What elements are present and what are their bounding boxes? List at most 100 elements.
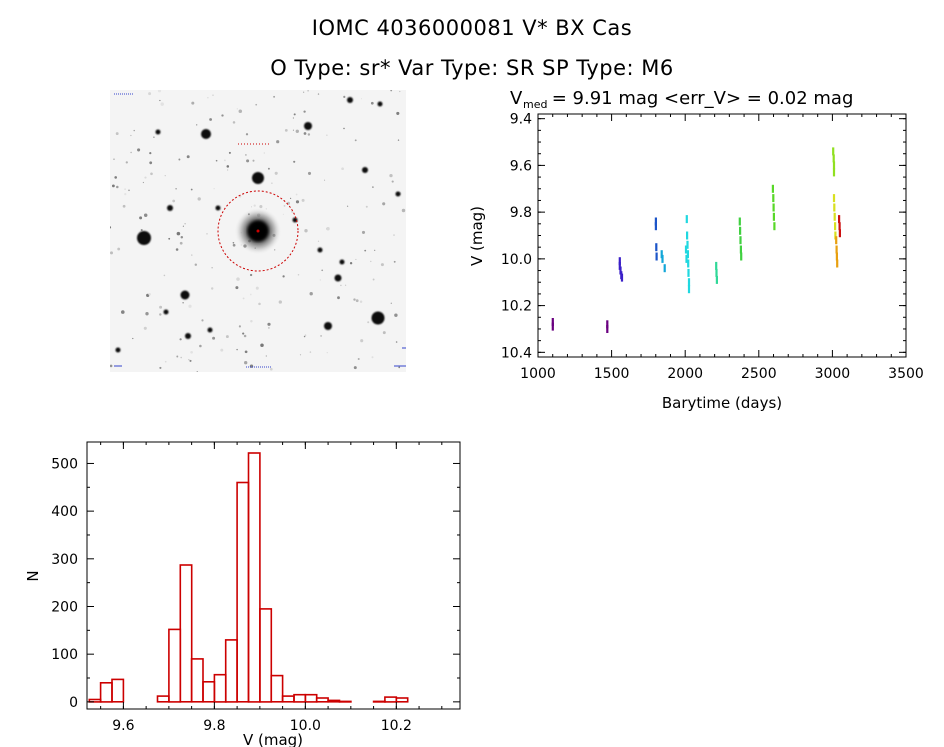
sky-faint-star — [186, 155, 190, 159]
sky-faint-star — [390, 90, 393, 92]
sky-faint-star — [359, 300, 363, 304]
sky-faint-star — [210, 287, 214, 290]
histogram-chart: 9.6 9.8 10.0 10.2 0 100 200 300 400 500 V (mag) N — [24, 441, 461, 747]
sky-faint-star — [324, 179, 326, 181]
sky-faint-star — [349, 262, 353, 265]
sky-faint-star — [226, 165, 230, 168]
sky-faint-star — [346, 205, 349, 207]
sky-faint-star — [211, 267, 213, 269]
hist-bar — [270, 674, 284, 703]
sky-faint-star — [244, 350, 248, 354]
hist-y-label: N — [24, 570, 42, 581]
sky-faint-star — [390, 302, 392, 304]
sky-faint-star — [394, 313, 398, 317]
lc-data-point — [739, 245, 742, 254]
sky-faint-star — [340, 284, 342, 287]
light-curve-chart: V med = 9.91 mag <err_V> = 0.02 mag 1000… — [470, 88, 924, 412]
sky-faint-star — [299, 354, 302, 356]
lc-data-point — [687, 259, 690, 268]
lc-data-point — [606, 320, 609, 329]
target-center-dot — [256, 229, 260, 233]
hist-bar — [293, 693, 307, 703]
sky-faint-star — [188, 304, 192, 308]
lc-y-tick-label: 9.6 — [510, 158, 532, 174]
lc-data-point — [832, 194, 836, 203]
sky-faint-star — [246, 159, 250, 163]
hist-plot-frame — [86, 441, 461, 710]
lc-data-point — [620, 273, 624, 282]
lc-y-tick-label: 10.4 — [501, 345, 532, 361]
hist-bar — [190, 658, 204, 703]
sky-faint-star — [355, 258, 357, 260]
lc-x-tick-label: 3500 — [888, 366, 924, 382]
sky-faint-star — [317, 240, 320, 242]
lc-y-label: V (mag) — [470, 206, 486, 266]
lc-data-point — [838, 215, 841, 224]
hist-bar — [281, 695, 295, 703]
lc-data-point — [687, 285, 691, 294]
sky-faint-star — [276, 140, 280, 144]
sky-faint-star — [391, 180, 394, 183]
sky-faint-star — [180, 356, 183, 359]
lc-data-point — [715, 261, 718, 270]
sky-faint-star — [250, 206, 253, 208]
sky-faint-star — [274, 171, 278, 175]
lc-data-point — [686, 231, 689, 240]
lc-data-point — [838, 222, 841, 231]
lc-data-point — [772, 194, 775, 203]
lc-data-point — [606, 325, 609, 333]
sky-faint-star — [284, 129, 288, 132]
sky-faint-star — [372, 186, 374, 188]
lc-data-point — [661, 254, 664, 263]
hist-bar — [224, 639, 238, 703]
sky-faint-star — [182, 302, 184, 304]
sky-faint-star — [199, 344, 202, 348]
sky-faint-star — [191, 101, 195, 105]
sky-faint-star — [124, 192, 127, 196]
lc-title-stats: = 9.91 mag <err_V> = 0.02 mag — [546, 88, 853, 109]
sky-faint-star — [213, 188, 215, 190]
sky-faint-star — [160, 102, 164, 106]
sky-faint-star — [163, 274, 166, 277]
sky-faint-star — [319, 279, 321, 281]
sky-faint-star — [307, 133, 311, 136]
sky-faint-star — [228, 151, 231, 154]
sky-faint-star — [304, 334, 307, 336]
sky-faint-star — [164, 360, 167, 363]
sky-faint-star — [309, 351, 312, 353]
sky-faint-star — [238, 109, 243, 114]
sky-faint-star — [178, 158, 181, 161]
hist-x-tick-label: 9.8 — [203, 718, 225, 734]
hist-y-tick-label: 0 — [69, 695, 78, 711]
sky-faint-star — [159, 366, 162, 369]
lc-data-points — [551, 147, 841, 333]
sky-faint-star — [215, 159, 218, 162]
lc-data-point — [654, 217, 657, 226]
sky-faint-star — [293, 113, 296, 116]
lc-data-point — [832, 147, 835, 156]
lc-data-point — [835, 252, 838, 261]
sky-faint-star — [115, 132, 119, 136]
lc-data-point — [715, 268, 718, 277]
lc-data-point — [551, 322, 554, 331]
lc-data-point — [684, 245, 688, 254]
sky-faint-star — [370, 101, 374, 105]
sky-faint-star — [201, 319, 204, 322]
lc-data-point — [740, 252, 743, 261]
sky-faint-star — [389, 173, 393, 178]
sky-faint-star — [145, 312, 149, 316]
lc-data-point — [739, 236, 742, 245]
sky-faint-star — [326, 226, 330, 231]
sky-faint-star — [265, 355, 267, 357]
sky-faint-star — [360, 98, 363, 100]
lc-data-point — [773, 222, 776, 231]
sky-faint-star — [253, 204, 256, 207]
sky-faint-star — [209, 118, 212, 121]
lc-data-point — [618, 261, 621, 270]
lc-y-tick-label: 10.2 — [501, 299, 532, 315]
sky-faint-star — [159, 313, 162, 316]
sky-faint-star — [245, 154, 247, 156]
sky-faint-star — [207, 97, 209, 99]
chart-title-star-id: IOMC 4036000081 V* BX Cas — [311, 16, 633, 40]
hist-bar — [315, 697, 329, 703]
